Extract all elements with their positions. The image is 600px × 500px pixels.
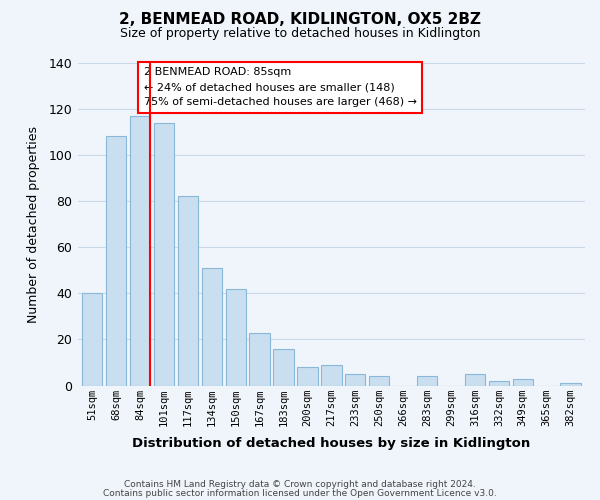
Bar	[297, 367, 317, 386]
Bar	[345, 374, 365, 386]
Bar	[250, 332, 270, 386]
Bar	[226, 288, 246, 386]
Bar	[369, 376, 389, 386]
Bar	[488, 381, 509, 386]
Bar	[465, 374, 485, 386]
Bar	[417, 376, 437, 386]
Bar	[82, 294, 102, 386]
Text: 2 BENMEAD ROAD: 85sqm
← 24% of detached houses are smaller (148)
75% of semi-det: 2 BENMEAD ROAD: 85sqm ← 24% of detached …	[144, 68, 417, 107]
Bar	[560, 384, 581, 386]
Bar	[512, 378, 533, 386]
Bar	[274, 348, 293, 386]
Bar	[202, 268, 222, 386]
Bar	[106, 136, 126, 386]
Bar	[321, 365, 341, 386]
Bar	[130, 116, 150, 386]
Bar	[154, 122, 174, 386]
Text: 2, BENMEAD ROAD, KIDLINGTON, OX5 2BZ: 2, BENMEAD ROAD, KIDLINGTON, OX5 2BZ	[119, 12, 481, 28]
Y-axis label: Number of detached properties: Number of detached properties	[27, 126, 40, 322]
Text: Contains HM Land Registry data © Crown copyright and database right 2024.: Contains HM Land Registry data © Crown c…	[124, 480, 476, 489]
Bar	[178, 196, 198, 386]
X-axis label: Distribution of detached houses by size in Kidlington: Distribution of detached houses by size …	[132, 437, 530, 450]
Text: Size of property relative to detached houses in Kidlington: Size of property relative to detached ho…	[120, 28, 480, 40]
Text: Contains public sector information licensed under the Open Government Licence v3: Contains public sector information licen…	[103, 488, 497, 498]
